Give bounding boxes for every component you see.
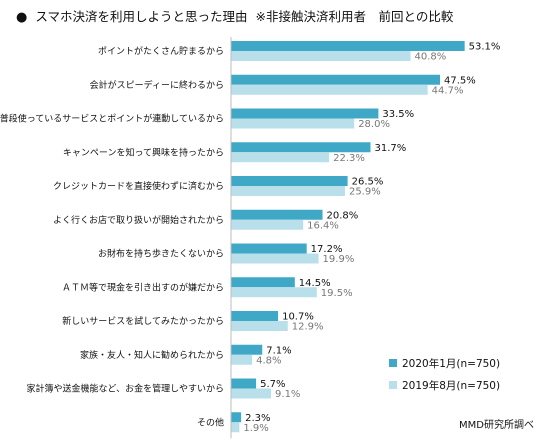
data-label: 16.4% xyxy=(307,220,339,231)
data-label: 26.5% xyxy=(352,177,384,188)
data-label: 53.1% xyxy=(469,42,501,53)
data-label: 44.7% xyxy=(432,85,464,96)
bar-series2 xyxy=(231,152,330,163)
data-label: 25.9% xyxy=(349,187,381,198)
category-label: 家計簿や送金機能など、お金を管理しやすいから xyxy=(27,383,224,395)
data-label: 33.5% xyxy=(382,109,414,120)
data-label: 12.9% xyxy=(292,322,324,333)
legend-swatch xyxy=(389,381,397,389)
bar-series1 xyxy=(231,41,465,51)
bar-series1 xyxy=(231,412,242,423)
bar-series1 xyxy=(231,74,440,85)
data-label: 4.8% xyxy=(256,355,281,366)
category-label: クレジットカードを直接使わずに済むから xyxy=(53,180,224,192)
legend-label: 2019年8月(n=750) xyxy=(402,379,500,392)
data-label: 31.7% xyxy=(374,143,406,154)
data-label: 19.9% xyxy=(323,254,355,265)
title-text: スマホ決済を利用しようと思った理由 xyxy=(35,9,248,24)
category-label: よく行くお店で取り扱いが開始されたから xyxy=(53,214,224,226)
category-label: 新しいサービスを試してみたかったから xyxy=(62,315,224,327)
data-label: 14.5% xyxy=(299,278,331,289)
bar-series1 xyxy=(231,277,295,288)
data-label: 28.0% xyxy=(358,119,390,130)
data-label: 7.1% xyxy=(266,345,291,356)
category-label: 会計がスピーディーに終わるから xyxy=(90,79,224,91)
bar-series1 xyxy=(231,108,379,119)
bar-series1 xyxy=(231,378,257,389)
bar-series2 xyxy=(231,287,317,298)
data-label: 20.8% xyxy=(327,210,359,221)
bar-series1 xyxy=(231,344,263,355)
category-label: ＡＴＭ等で現金を引き出すのが嫌だから xyxy=(62,281,224,293)
data-label: 10.7% xyxy=(282,312,314,323)
bar-series2 xyxy=(231,118,355,129)
bar-series2 xyxy=(231,422,240,433)
title-note: ※非接触決済利用者 前回との比較 xyxy=(255,9,454,24)
data-label: 5.7% xyxy=(260,379,285,390)
category-label: お財布を持ち歩きたくないから xyxy=(98,248,224,260)
bar-series2 xyxy=(231,253,319,264)
category-label: キャンペーンを知って興味を持ったから xyxy=(63,146,224,158)
bar-series2 xyxy=(231,186,345,196)
category-label: 家族・友人・知人に勧められたから xyxy=(80,349,224,361)
bar-series2 xyxy=(231,219,304,230)
bar-series2 xyxy=(231,84,428,95)
bar-series2 xyxy=(231,51,411,61)
category-label: ポイントがたくさん貯まるから xyxy=(98,45,224,57)
data-label: 2.3% xyxy=(245,413,270,424)
data-label: 47.5% xyxy=(444,75,476,86)
bar-series1 xyxy=(231,311,279,321)
data-label: 9.1% xyxy=(275,389,300,400)
data-label: 17.2% xyxy=(311,244,343,255)
data-label: 1.9% xyxy=(243,423,268,434)
title-bullet: ● xyxy=(16,10,28,25)
source-credit: MMD研究所調べ xyxy=(459,420,534,431)
bar-series1 xyxy=(231,243,307,254)
legend-swatch xyxy=(389,359,397,367)
category-label: その他 xyxy=(197,416,224,428)
bar-series1 xyxy=(231,176,348,186)
data-label: 19.5% xyxy=(321,288,353,299)
data-label: 22.3% xyxy=(333,153,365,164)
category-label: 普段使っているサービスとポイントが連動しているから xyxy=(0,113,224,125)
data-label: 40.8% xyxy=(415,52,447,63)
bar-series1 xyxy=(231,209,323,220)
bar-series2 xyxy=(231,388,272,399)
bar-series2 xyxy=(231,354,253,365)
chart-title: ● スマホ決済を利用しようと思った理由 ※非接触決済利用者 前回との比較 xyxy=(16,6,453,25)
bar-series1 xyxy=(231,142,371,153)
bar-series2 xyxy=(231,321,288,331)
legend-label: 2020年1月(n=750) xyxy=(402,357,500,370)
